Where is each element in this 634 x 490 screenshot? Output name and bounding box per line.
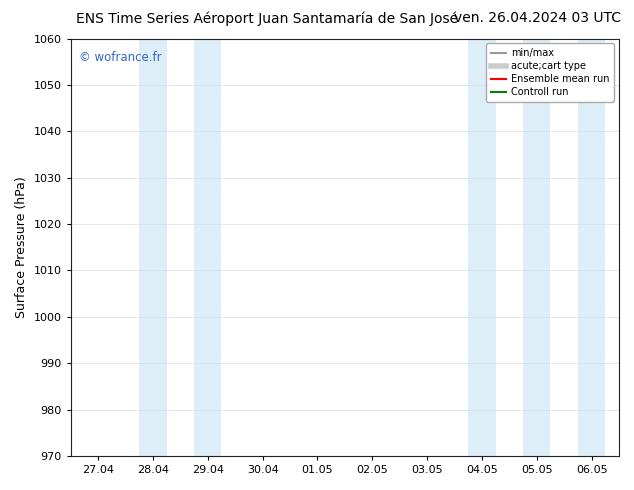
- Text: ven. 26.04.2024 03 UTC: ven. 26.04.2024 03 UTC: [455, 11, 621, 25]
- Y-axis label: Surface Pressure (hPa): Surface Pressure (hPa): [15, 176, 28, 318]
- Legend: min/max, acute;cart type, Ensemble mean run, Controll run: min/max, acute;cart type, Ensemble mean …: [486, 44, 614, 102]
- Bar: [469, 39, 496, 456]
- Bar: [194, 39, 221, 456]
- Bar: [139, 39, 167, 456]
- Text: © wofrance.fr: © wofrance.fr: [79, 51, 162, 64]
- Bar: [523, 39, 550, 456]
- Text: ENS Time Series Aéroport Juan Santamaría de San José: ENS Time Series Aéroport Juan Santamaría…: [76, 11, 458, 26]
- Bar: [578, 39, 605, 456]
